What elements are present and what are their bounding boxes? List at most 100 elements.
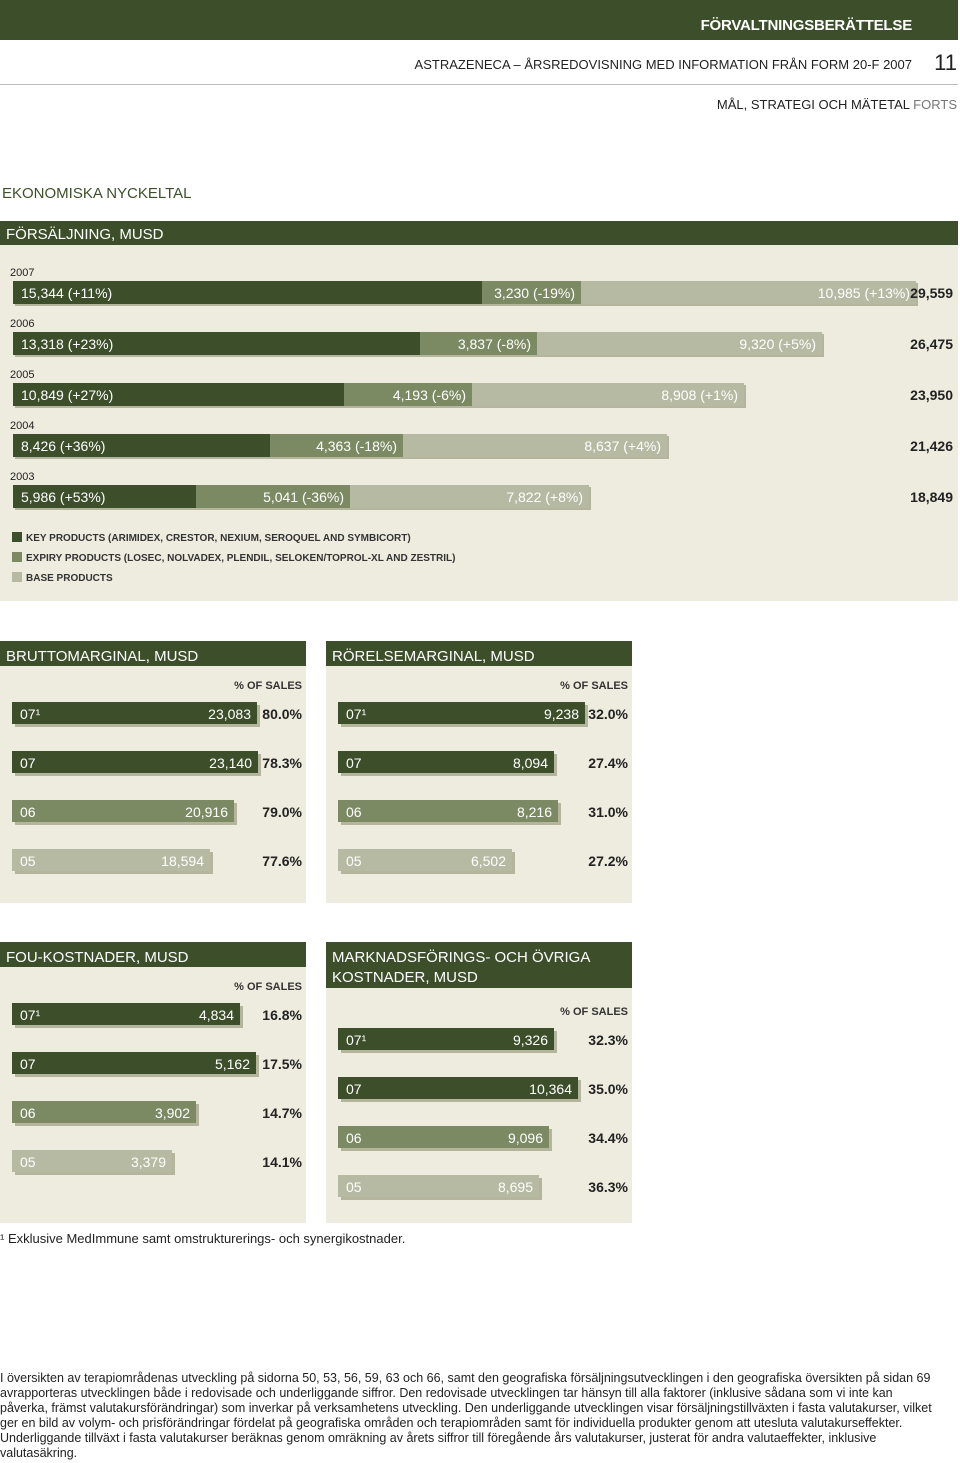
legend-key-label: KEY PRODUCTS (ARIMIDEX, CRESTOR, NEXIUM,… xyxy=(26,533,411,544)
year-label: 2004 xyxy=(10,420,35,432)
sales-chart-header: FÖRSÄLJNING, MUSD xyxy=(0,221,958,245)
gross-margin-panel: BRUTTOMARGINAL, MUSD % OF SALES 07¹ 23,083 8… xyxy=(0,641,306,903)
pct-of-sales-value: 31.0% xyxy=(588,804,628,820)
margin-bar-1: 07 23,140 xyxy=(12,751,258,773)
pct-of-sales-value: 34.4% xyxy=(588,1130,628,1146)
panel-title-line: KOSTNADER, MUSD xyxy=(332,969,478,986)
sales-segment-label-base: 10,985 (+13%) xyxy=(817,285,910,301)
bar-value-label: 6,502 xyxy=(470,853,506,869)
pct-of-sales-header: % OF SALES xyxy=(234,680,302,692)
pct-of-sales-value: 78.3% xyxy=(262,755,302,771)
panel-header: RÖRELSEMARGINAL, MUSD xyxy=(326,641,632,666)
pct-of-sales-value: 35.0% xyxy=(588,1081,628,1097)
sales-segment-key: 8,426 (+36%) xyxy=(13,434,270,457)
pct-of-sales-header: % OF SALES xyxy=(560,1006,628,1018)
main-heading: EKONOMISKA NYCKELTAL xyxy=(2,185,192,202)
bar-category-label: 06 xyxy=(20,804,36,820)
legend-swatch xyxy=(12,572,22,582)
sales-segment-expiry: 4,193 (-6%) xyxy=(344,383,472,406)
bar-category-label: 06 xyxy=(346,804,362,820)
year-label: 2005 xyxy=(10,369,35,381)
bar-value-label: 23,083 xyxy=(208,706,251,722)
sales-segment-label-expiry: 3,230 (-19%) xyxy=(494,285,575,301)
body-text: I översikten av terapiområdenas utveckli… xyxy=(0,1371,932,1460)
margin-bar-3: 05 3,379 xyxy=(12,1150,172,1172)
section-header-bar xyxy=(0,0,958,40)
year-label: 2003 xyxy=(10,471,35,483)
bar-value-label: 9,096 xyxy=(507,1130,543,1146)
bar-category-label: 07 xyxy=(346,755,362,771)
margin-bar-0: 07¹ 4,834 xyxy=(12,1003,240,1025)
bar-value-label: 8,695 xyxy=(497,1179,533,1195)
page-number: 11 xyxy=(934,50,957,75)
year-label: 2007 xyxy=(10,267,35,279)
bar-category-label: 07 xyxy=(20,1056,36,1072)
bar-value-label: 18,594 xyxy=(161,853,204,869)
legend-swatch xyxy=(12,552,22,562)
panel-title: RÖRELSEMARGINAL, MUSD xyxy=(332,648,535,665)
margin-bar-2: 06 9,096 xyxy=(338,1126,549,1148)
legend-swatch xyxy=(12,532,22,542)
panel-header: MARKNADSFÖRINGS- OCH ÖVRIGA KOSTNADER, MU… xyxy=(326,942,632,988)
pct-of-sales-header: % OF SALES xyxy=(560,680,628,692)
sales-segment-key: 15,344 (+11%) xyxy=(13,281,482,304)
bar-value-label: 3,902 xyxy=(154,1105,190,1121)
pct-of-sales-value: 14.7% xyxy=(262,1105,302,1121)
legend-base-label: BASE PRODUCTS xyxy=(26,573,113,584)
sales-total: 18,849 xyxy=(910,489,953,505)
subtitle-suffix: FORTS xyxy=(913,97,957,112)
panel-title: BRUTTOMARGINAL, MUSD xyxy=(6,648,199,665)
panel-header: FOU-KOSTNADER, MUSD xyxy=(0,942,306,967)
subtitle-text: MÅL, STRATEGI OCH MÄTETAL xyxy=(716,97,910,112)
pct-of-sales-value: 27.4% xyxy=(588,755,628,771)
sales-segment-base: 8,908 (+1%) xyxy=(472,383,744,406)
legend-key-products: KEY PRODUCTS (ARIMIDEX, CRESTOR, NEXIUM,… xyxy=(12,532,411,544)
pct-of-sales-header: % OF SALES xyxy=(234,981,302,993)
legend-base-products: BASE PRODUCTS xyxy=(12,572,113,584)
sales-segment-label-key: 8,426 (+36%) xyxy=(21,438,106,454)
legend-expiry-label: EXPIRY PRODUCTS (LOSEC, NOLVADEX, PLENDI… xyxy=(26,553,456,564)
sga-cost-panel: MARKNADSFÖRINGS- OCH ÖVRIGA KOSTNADER, MU… xyxy=(326,942,632,1223)
sales-segment-label-key: 10,849 (+27%) xyxy=(21,387,114,403)
bar-category-label: 05 xyxy=(20,853,36,869)
divider xyxy=(0,84,958,85)
pct-of-sales-value: 32.0% xyxy=(588,706,628,722)
sales-segment-label-key: 5,986 (+53%) xyxy=(21,489,106,505)
bar-value-label: 5,162 xyxy=(214,1056,250,1072)
bar-category-label: 05 xyxy=(346,853,362,869)
pct-of-sales-value: 27.2% xyxy=(588,853,628,869)
sales-segment-base: 8,637 (+4%) xyxy=(403,434,667,457)
sales-segment-label-base: 7,822 (+8%) xyxy=(506,489,583,505)
margin-bar-2: 06 3,902 xyxy=(12,1101,196,1123)
sales-segment-expiry: 3,230 (-19%) xyxy=(482,281,581,304)
sales-chart-title: FÖRSÄLJNING, MUSD xyxy=(6,226,164,243)
legend-expiry-products: EXPIRY PRODUCTS (LOSEC, NOLVADEX, PLENDI… xyxy=(12,552,455,564)
sales-segment-label-key: 15,344 (+11%) xyxy=(21,285,113,301)
bar-value-label: 20,916 xyxy=(185,804,228,820)
panel-header: BRUTTOMARGINAL, MUSD xyxy=(0,641,306,666)
pct-of-sales-value: 14.1% xyxy=(262,1154,302,1170)
bar-category-label: 07¹ xyxy=(346,1032,367,1048)
section-label: FÖRVALTNINGSBERÄTTELSE xyxy=(700,17,913,34)
sales-total: 21,426 xyxy=(910,438,953,454)
sales-segment-key: 5,986 (+53%) xyxy=(13,485,196,508)
bar-value-label: 23,140 xyxy=(209,755,252,771)
margin-bar-1: 07 8,094 xyxy=(338,751,554,773)
sales-total: 23,950 xyxy=(910,387,953,403)
pct-of-sales-value: 17.5% xyxy=(262,1056,302,1072)
sales-segment-label-expiry: 5,041 (-36%) xyxy=(263,489,344,505)
bar-value-label: 4,834 xyxy=(198,1007,234,1023)
margin-bar-3: 05 8,695 xyxy=(338,1175,539,1197)
bar-category-label: 07 xyxy=(20,755,36,771)
pct-of-sales-value: 77.6% xyxy=(262,853,302,869)
sales-segment-label-base: 9,320 (+5%) xyxy=(739,336,816,352)
bar-value-label: 9,238 xyxy=(543,706,579,722)
sales-segment-expiry: 3,837 (-8%) xyxy=(420,332,537,355)
pct-of-sales-value: 79.0% xyxy=(262,804,302,820)
bar-value-label: 8,094 xyxy=(512,755,548,771)
sales-chart-panel: FÖRSÄLJNING, MUSD 2007 15,344 (+11%) 3,230… xyxy=(0,221,958,601)
margin-bar-2: 06 8,216 xyxy=(338,800,558,822)
margin-bar-0: 07¹ 9,326 xyxy=(338,1028,554,1050)
sales-segment-base: 10,985 (+13%) xyxy=(581,281,916,304)
operating-margin-panel: RÖRELSEMARGINAL, MUSD % OF SALES 07¹ 9,238 3… xyxy=(326,641,632,903)
